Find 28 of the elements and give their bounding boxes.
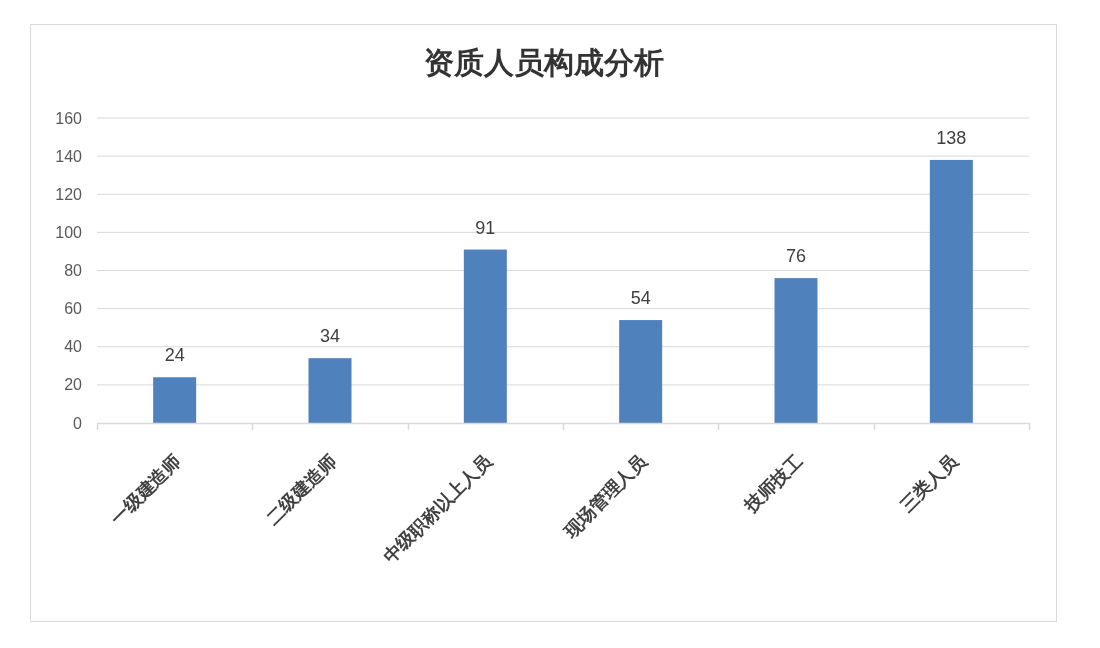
bar [619, 320, 663, 423]
y-tick-label: 0 [73, 414, 83, 432]
data-label: 76 [785, 246, 807, 267]
data-label: 24 [164, 345, 185, 366]
chart-title: 资质人员构成分析 [423, 46, 664, 79]
data-label: 138 [936, 127, 967, 148]
x-tick-label: 中级职称以上人员 [379, 450, 497, 567]
y-tick-label: 60 [64, 300, 83, 318]
bar [308, 358, 352, 423]
x-tick-label: 三类人员 [896, 450, 963, 516]
x-tick-label: 技师技工 [740, 450, 807, 517]
y-tick-label: 20 [64, 376, 83, 394]
x-tick-label: 现场管理人员 [559, 450, 652, 543]
bar [463, 249, 507, 423]
x-tick-label: 一级建造师 [106, 450, 185, 529]
x-tick-label: 二级建造师 [262, 450, 341, 529]
y-tick-label: 40 [64, 338, 83, 356]
data-label: 91 [475, 217, 496, 238]
y-tick-label: 120 [55, 185, 83, 203]
y-tick-label: 80 [64, 262, 83, 279]
bar [929, 159, 973, 423]
bar [774, 278, 818, 423]
y-tick-label: 100 [55, 223, 83, 241]
y-tick-label: 160 [55, 109, 83, 127]
bar [153, 377, 197, 423]
data-label: 34 [319, 326, 341, 347]
data-label: 54 [630, 288, 651, 309]
y-tick-label: 140 [55, 147, 83, 165]
